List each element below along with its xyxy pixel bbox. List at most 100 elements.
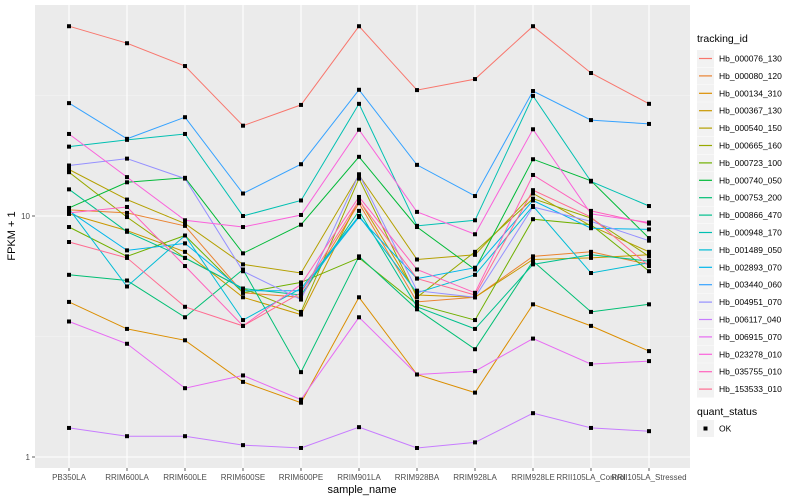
data-point [357,87,361,92]
data-point [125,204,129,209]
data-point [647,236,651,241]
x-tick-label: RRIM600LA [105,473,149,482]
data-point [125,210,129,215]
data-point [415,257,419,262]
data-point [67,225,71,230]
data-point [531,198,535,203]
legend-label: OK [719,424,732,434]
data-point [647,249,651,254]
data-point [473,295,477,300]
data-point [67,208,71,213]
data-point [473,390,477,395]
data-point [241,373,245,378]
data-point [357,425,361,430]
legend-shape-title: quant_status [697,406,757,418]
legend-label: Hb_023278_010 [719,349,782,359]
data-point [531,89,535,94]
legend-color-title: tracking_id [697,33,748,45]
data-point [125,215,129,220]
data-point [357,198,361,203]
x-tick-label: RRII105LA_Stressed [611,473,686,482]
data-point [67,170,71,175]
legend-label: Hb_035755_010 [719,367,782,377]
data-point [647,121,651,126]
data-point [183,386,187,391]
data-point [647,227,651,232]
data-point [357,315,361,320]
data-point [473,194,477,199]
x-axis: PB350LA RRIM600LA RRIM600LE RRIM600SE RRIM60… [52,468,687,482]
x-axis-title: sample_name [327,484,396,496]
data-point [357,172,361,177]
data-point [647,101,651,106]
data-point [299,397,303,402]
data-point [241,288,245,293]
data-point [183,241,187,246]
data-point [299,297,303,302]
x-tick-label: RRIM928BA [395,473,440,482]
data-point [531,254,535,259]
data-point [357,295,361,300]
data-point [357,176,361,181]
data-point [241,286,245,291]
data-point [299,400,303,405]
data-point [241,191,245,196]
data-point [241,318,245,323]
data-point [125,180,129,185]
data-point [67,131,71,136]
data-point [125,175,129,180]
legend-label: Hb_000076_130 [719,54,782,64]
data-point [531,24,535,29]
data-point [647,349,651,354]
data-point [67,240,71,245]
y-axis: 1 10 [21,212,35,462]
data-point [299,312,303,317]
data-point [531,336,535,341]
data-point [125,41,129,46]
data-point [241,251,245,256]
data-point [589,271,593,276]
legend-label: Hb_000540_150 [719,123,782,133]
x-tick-label: RRIM928LA [453,473,497,482]
data-point [647,221,651,226]
data-point [67,319,71,324]
data-point [473,272,477,277]
data-point [125,156,129,161]
data-point [67,24,71,29]
data-point [125,434,129,439]
data-point [299,295,303,300]
data-point [531,302,535,307]
x-tick-label: RRIM901LA [337,473,381,482]
data-point [357,254,361,259]
data-point [241,214,245,218]
data-point [67,101,71,106]
data-point [415,445,419,450]
data-point [183,255,187,260]
series-points [67,24,651,450]
data-point [647,204,651,209]
data-point [183,221,187,226]
legend-label: Hb_003440_060 [719,280,782,290]
data-point [473,347,477,352]
data-point [415,288,419,293]
data-point [415,302,419,307]
data-point [647,260,651,265]
data-point [647,359,651,364]
data-point [183,176,187,181]
data-point [241,323,245,328]
data-point [473,369,477,374]
data-point [67,272,71,277]
data-point [473,265,477,270]
data-point [473,318,477,323]
data-point [589,222,593,227]
y-axis-title: FPKM + 1 [6,211,18,260]
data-point [241,225,245,230]
data-point [531,259,535,264]
data-point [589,252,593,257]
x-tick-label: PB350LA [52,473,86,482]
data-point [473,293,477,298]
data-point [531,191,535,196]
data-point [125,326,129,331]
data-point [415,304,419,309]
data-point [531,172,535,177]
